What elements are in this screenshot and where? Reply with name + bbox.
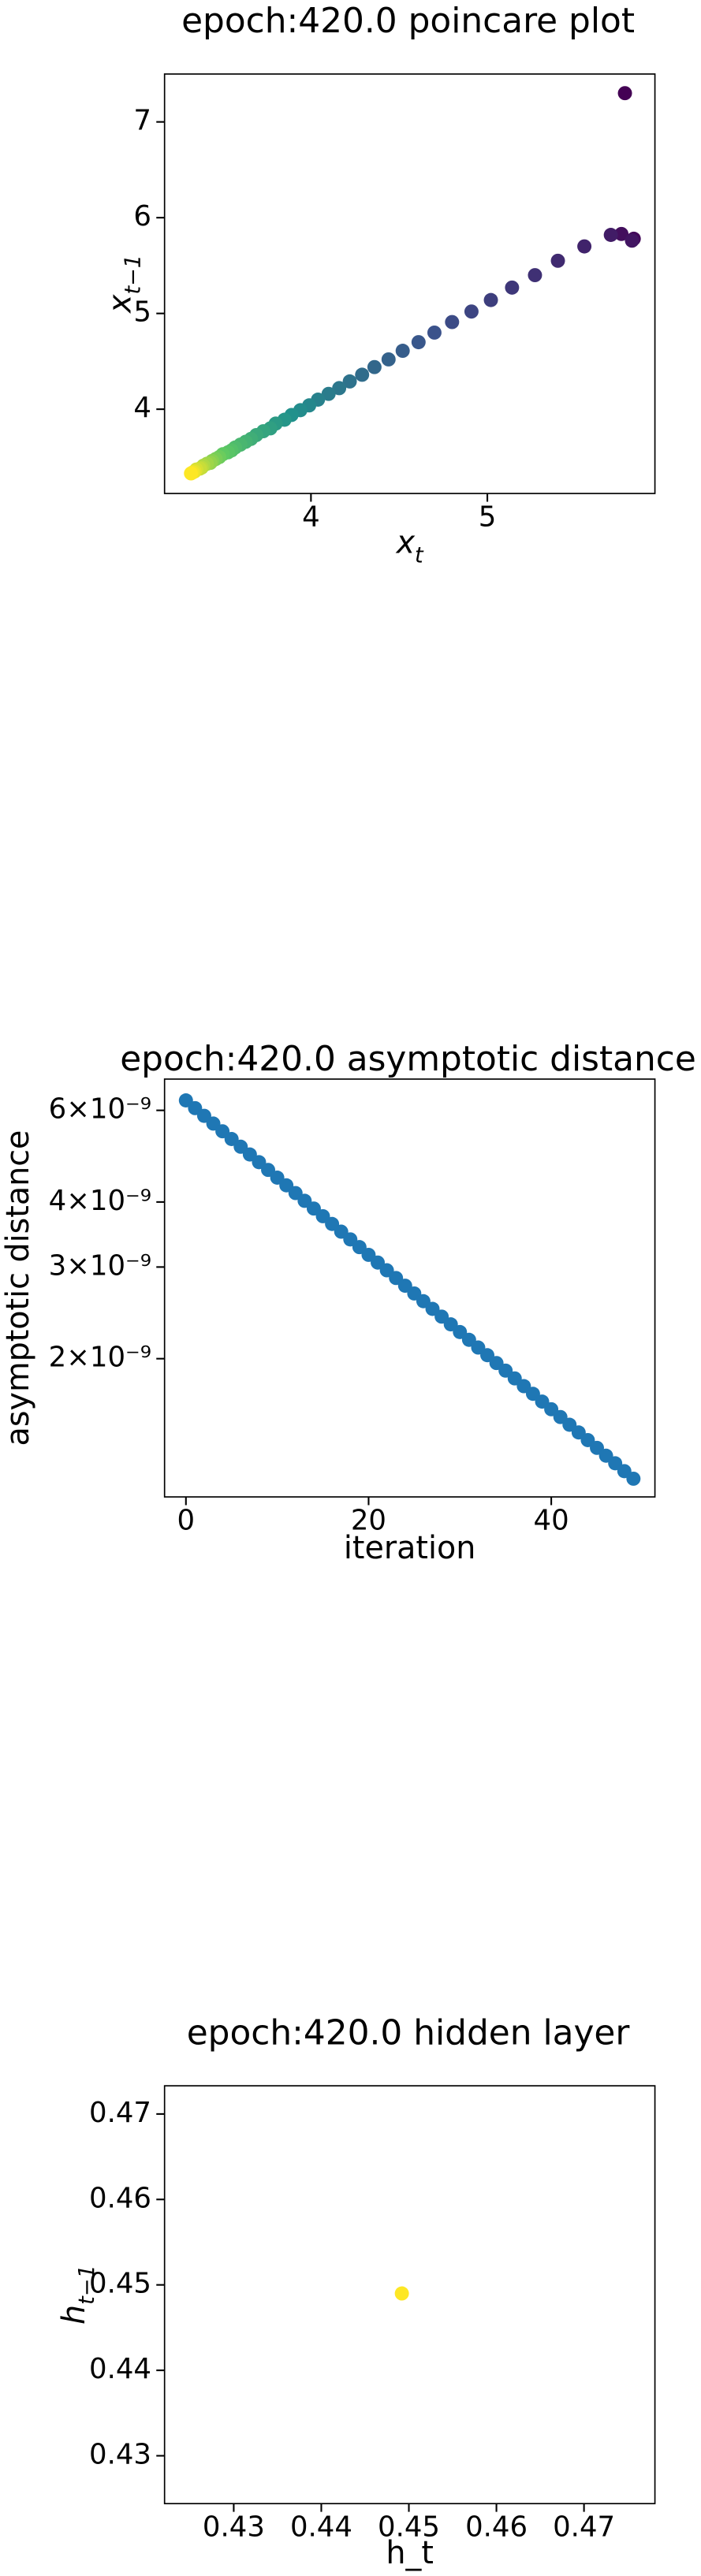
point [528, 268, 543, 283]
point [355, 367, 370, 382]
point [367, 359, 382, 374]
point [394, 2286, 409, 2301]
label-text: h_t [386, 2534, 434, 2570]
x-tick-label: 20 [351, 1504, 386, 1536]
x-tick-label: 0.47 [553, 2511, 615, 2543]
y-tick-label: 5 [133, 296, 151, 329]
x-tick-label: 0 [177, 1504, 196, 1536]
point [395, 344, 410, 359]
x-tick-label: 0.45 [378, 2511, 440, 2543]
plot-frame [163, 2085, 656, 2505]
y-tick-label: 6 [133, 200, 151, 233]
y-tick-label: 7 [133, 105, 151, 137]
y-tick-label: 6×10⁻⁹ [49, 1093, 151, 1126]
x-axis-label: xt [395, 524, 424, 568]
x-tick-label: 0.44 [290, 2511, 352, 2543]
label-text: x [395, 524, 416, 560]
y-tick-label: 0.45 [89, 2268, 151, 2300]
point [625, 233, 639, 248]
x-tick-label: 0.46 [465, 2511, 528, 2543]
point [321, 386, 336, 401]
y-axis-label: ht−1 [55, 2265, 99, 2325]
label-text: h [55, 2305, 91, 2325]
y-tick-label: 3×10⁻⁹ [49, 1249, 151, 1282]
point [614, 226, 629, 241]
label-subscript: t−1 [121, 255, 145, 295]
y-axis-label: xt−1 [102, 255, 146, 315]
point [427, 325, 442, 340]
x-axis-label: iteration [344, 1529, 475, 1565]
point [381, 352, 396, 367]
x-tick-label: 4 [302, 501, 320, 533]
point [505, 280, 520, 295]
point [617, 86, 632, 101]
point [184, 466, 199, 481]
chart-title: epoch:420.0 poincare plot [181, 1, 635, 41]
point [411, 335, 426, 350]
y-tick-label: 0.44 [89, 2353, 151, 2385]
label-subscript: t−1 [75, 2265, 99, 2305]
x-axis-label: h_t [386, 2534, 434, 2570]
y-tick-label: 2×10⁻⁹ [49, 1342, 151, 1374]
point [445, 315, 460, 329]
chart-title: epoch:420.0 hidden layer [187, 2012, 631, 2053]
plot-frame [163, 1078, 656, 1498]
x-tick-label: 0.43 [203, 2511, 265, 2543]
label-text: x [102, 294, 138, 315]
x-tick-label: 40 [534, 1504, 569, 1536]
y-tick-label: 0.46 [89, 2182, 151, 2214]
point [342, 374, 357, 389]
chart-title: epoch:420.0 asymptotic distance [120, 1039, 696, 1079]
point [603, 228, 618, 242]
y-tick-label: 0.47 [89, 2097, 151, 2129]
point [464, 304, 479, 319]
point [550, 253, 565, 268]
plot-frame [163, 73, 656, 494]
point [626, 1471, 641, 1486]
y-tick-label: 4×10⁻⁹ [49, 1185, 151, 1217]
y-tick-label: 0.43 [89, 2438, 151, 2470]
label-text: asymptotic distance [0, 1130, 36, 1446]
label-subscript: t [415, 544, 424, 568]
point [577, 239, 592, 254]
y-axis-label: asymptotic distance [0, 1130, 36, 1446]
x-tick-label: 5 [479, 501, 497, 533]
label-text: iteration [344, 1529, 475, 1565]
point [332, 381, 347, 396]
point [483, 292, 498, 307]
y-tick-label: 4 [133, 392, 151, 424]
